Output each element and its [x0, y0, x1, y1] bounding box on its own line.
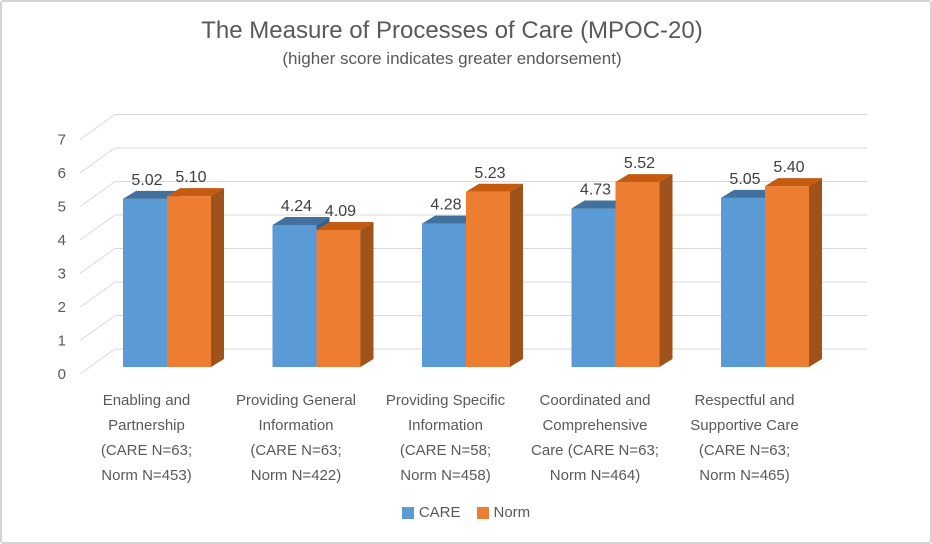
y-axis-tick-label: 2 — [58, 299, 66, 316]
chart-subtitle: (higher score indicates greater endorsem… — [282, 49, 622, 68]
x-axis-category-label: Providing General Information (CARE N=63… — [235, 392, 357, 484]
y-axis-tick-label: 3 — [58, 266, 66, 283]
y-axis-tick-label: 6 — [58, 165, 66, 182]
bar-front-face — [167, 196, 211, 367]
bar-top-face — [272, 216, 330, 225]
bar-value-label: 4.28 — [430, 197, 461, 214]
bar-side-face — [211, 188, 224, 367]
gridline-depth — [79, 147, 116, 174]
bar-side-face — [659, 174, 673, 367]
y-axis-tick-label: 0 — [58, 366, 66, 383]
x-axis-category-label: Coordinated and Comprehensive Care (CARE… — [531, 392, 659, 484]
legend-item-norm: Norm — [476, 504, 531, 521]
bar-top-face — [765, 178, 822, 187]
legend: CARE Norm — [2, 504, 930, 521]
bar-value-label: 5.23 — [474, 165, 505, 182]
gridline-depth — [79, 348, 116, 375]
gridline-depth — [79, 181, 116, 207]
chart-title: The Measure of Processes of Care (MPOC-2… — [201, 17, 703, 44]
bar-value-label: 5.52 — [624, 155, 655, 172]
legend-swatch-icon — [401, 506, 414, 519]
bar-value-label: 5.02 — [131, 172, 162, 189]
bar-front-face — [123, 198, 167, 367]
chart-title-block: The Measure of Processes of Care (MPOC-2… — [2, 16, 902, 70]
legend-item-care: CARE — [401, 504, 461, 521]
bar-side-face — [809, 178, 822, 367]
bar-front-face — [765, 186, 809, 367]
bar-norm-0 — [167, 188, 224, 367]
bar-value-label: 5.40 — [773, 159, 804, 176]
bar-top-face — [316, 221, 374, 230]
bar-side-face — [360, 221, 374, 367]
x-axis-category-label: Providing Specific Information (CARE N=5… — [385, 392, 506, 484]
bar-top-face — [571, 200, 629, 209]
bar-side-face — [510, 183, 523, 367]
bar-top-face — [615, 174, 673, 183]
y-axis-tick-label: 1 — [58, 333, 66, 350]
bar-front-face — [466, 191, 510, 367]
bar-norm-3 — [615, 174, 673, 367]
y-axis-tick-label: 4 — [58, 232, 66, 249]
bar-value-label: 4.24 — [281, 198, 312, 215]
gridline-depth — [79, 248, 116, 274]
x-axis-category-label: Enabling and Partnership (CARE N=63; Nor… — [100, 392, 193, 484]
bar-value-label: 4.09 — [325, 203, 356, 220]
x-axis-category-label: Respectful and Supportive Care (CARE N=6… — [690, 392, 799, 484]
bar-top-face — [167, 188, 224, 197]
bar-norm-1 — [316, 221, 374, 367]
bar-front-face — [316, 229, 361, 367]
gridline-depth — [79, 315, 116, 341]
bar-value-label: 5.10 — [175, 169, 206, 186]
bar-top-face — [466, 183, 523, 192]
gridline-depth — [79, 114, 116, 140]
bar-front-face — [571, 208, 616, 367]
bar-value-label: 5.05 — [729, 171, 760, 188]
bar-top-face — [123, 190, 180, 199]
gridline-depth — [79, 214, 116, 241]
bar-value-label: 4.73 — [580, 182, 611, 199]
legend-label: Norm — [493, 504, 531, 521]
bar-top-face — [422, 215, 479, 224]
y-axis-tick-label: 5 — [58, 199, 66, 216]
bar-front-face — [422, 223, 466, 367]
bar-front-face — [721, 197, 765, 367]
legend-swatch-icon — [476, 506, 489, 519]
bar-top-face — [721, 189, 778, 198]
bar-front-face — [615, 182, 660, 367]
legend-label: CARE — [418, 504, 461, 521]
bar-norm-4 — [765, 178, 822, 367]
bar-norm-2 — [466, 183, 523, 367]
gridline-depth — [79, 281, 116, 308]
bar-front-face — [272, 224, 317, 367]
y-axis-tick-label: 7 — [58, 132, 66, 149]
